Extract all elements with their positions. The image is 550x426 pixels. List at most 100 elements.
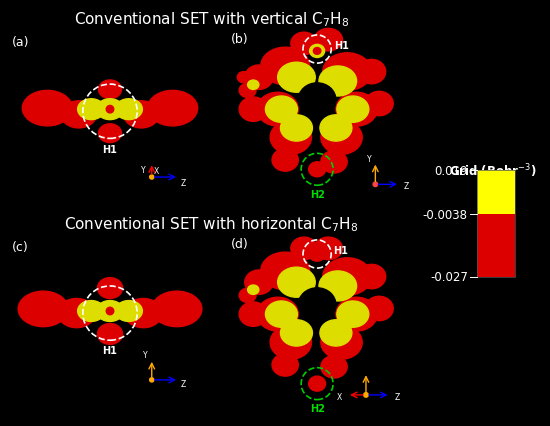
Ellipse shape xyxy=(319,67,356,97)
Ellipse shape xyxy=(125,299,162,328)
Text: H1: H1 xyxy=(102,144,118,154)
Ellipse shape xyxy=(23,91,73,127)
Ellipse shape xyxy=(150,176,154,180)
Ellipse shape xyxy=(321,121,362,155)
Text: -0.027: -0.027 xyxy=(430,271,468,284)
Ellipse shape xyxy=(270,325,311,360)
Ellipse shape xyxy=(106,308,114,315)
Ellipse shape xyxy=(98,124,122,143)
Ellipse shape xyxy=(124,101,159,129)
Ellipse shape xyxy=(115,301,142,322)
Ellipse shape xyxy=(245,66,273,90)
Ellipse shape xyxy=(373,183,378,187)
Bar xyxy=(477,171,515,215)
Ellipse shape xyxy=(336,93,377,127)
Ellipse shape xyxy=(239,288,256,303)
Text: Conventional SET with horizontal C$_7$H$_8$: Conventional SET with horizontal C$_7$H$… xyxy=(64,215,359,234)
Ellipse shape xyxy=(291,238,317,260)
Text: Z: Z xyxy=(180,178,186,187)
Ellipse shape xyxy=(237,72,250,83)
Text: Z: Z xyxy=(180,379,186,388)
Ellipse shape xyxy=(266,97,298,123)
Ellipse shape xyxy=(320,320,352,346)
Text: H1: H1 xyxy=(333,246,348,256)
Text: (c): (c) xyxy=(12,240,29,253)
Ellipse shape xyxy=(96,100,124,120)
Ellipse shape xyxy=(239,302,267,327)
Ellipse shape xyxy=(323,54,372,91)
Ellipse shape xyxy=(320,115,352,142)
Ellipse shape xyxy=(272,149,298,172)
Ellipse shape xyxy=(358,60,386,85)
Ellipse shape xyxy=(298,83,336,118)
Ellipse shape xyxy=(280,115,312,142)
Ellipse shape xyxy=(365,296,393,321)
Ellipse shape xyxy=(257,93,298,127)
Text: X: X xyxy=(153,167,158,176)
Text: Z: Z xyxy=(394,392,399,401)
Ellipse shape xyxy=(78,301,105,322)
Ellipse shape xyxy=(97,278,123,299)
Ellipse shape xyxy=(336,297,377,331)
Text: H2: H2 xyxy=(310,190,324,199)
Ellipse shape xyxy=(314,29,343,52)
Ellipse shape xyxy=(358,265,386,289)
Ellipse shape xyxy=(150,378,154,382)
Ellipse shape xyxy=(261,253,310,290)
Text: (b): (b) xyxy=(230,33,248,46)
Ellipse shape xyxy=(18,291,68,327)
Bar xyxy=(477,171,515,277)
Ellipse shape xyxy=(314,238,343,260)
Text: Y: Y xyxy=(143,351,147,360)
Ellipse shape xyxy=(115,100,142,120)
Ellipse shape xyxy=(248,285,259,295)
Ellipse shape xyxy=(321,356,347,378)
Ellipse shape xyxy=(248,81,259,90)
Text: Z: Z xyxy=(404,181,409,190)
Ellipse shape xyxy=(261,48,310,86)
Text: Y: Y xyxy=(141,166,146,175)
Ellipse shape xyxy=(272,354,298,376)
Ellipse shape xyxy=(323,258,372,296)
Ellipse shape xyxy=(321,325,362,360)
Text: Conventional SET with vertical C$_7$H$_8$: Conventional SET with vertical C$_7$H$_8… xyxy=(74,11,349,29)
Ellipse shape xyxy=(239,98,267,122)
Ellipse shape xyxy=(78,100,105,120)
Ellipse shape xyxy=(266,301,298,328)
Ellipse shape xyxy=(298,288,336,322)
Ellipse shape xyxy=(310,45,324,58)
Ellipse shape xyxy=(319,271,356,301)
Ellipse shape xyxy=(309,247,326,262)
Ellipse shape xyxy=(96,301,124,322)
Ellipse shape xyxy=(337,301,369,328)
Ellipse shape xyxy=(278,63,315,93)
Ellipse shape xyxy=(365,92,393,116)
Text: -0.0038: -0.0038 xyxy=(423,208,467,221)
Ellipse shape xyxy=(291,33,317,55)
Ellipse shape xyxy=(280,320,312,346)
Text: H1: H1 xyxy=(334,41,349,51)
Bar xyxy=(477,215,515,277)
Ellipse shape xyxy=(270,121,311,155)
Ellipse shape xyxy=(321,151,347,174)
Text: 0.019: 0.019 xyxy=(434,164,468,178)
Ellipse shape xyxy=(152,291,202,327)
Ellipse shape xyxy=(337,97,369,123)
Text: H2: H2 xyxy=(310,403,324,413)
Text: (a): (a) xyxy=(12,36,29,49)
Ellipse shape xyxy=(58,299,95,328)
Ellipse shape xyxy=(61,101,96,129)
Text: H1: H1 xyxy=(102,345,118,356)
Ellipse shape xyxy=(97,324,123,345)
Text: (d): (d) xyxy=(230,238,249,250)
Text: X: X xyxy=(336,392,342,401)
Text: Y: Y xyxy=(367,155,372,164)
Ellipse shape xyxy=(364,393,368,397)
Ellipse shape xyxy=(239,84,256,98)
Ellipse shape xyxy=(309,376,326,391)
Ellipse shape xyxy=(245,271,273,295)
Ellipse shape xyxy=(106,106,114,114)
Ellipse shape xyxy=(98,81,122,100)
Ellipse shape xyxy=(314,49,321,55)
Ellipse shape xyxy=(278,268,315,297)
